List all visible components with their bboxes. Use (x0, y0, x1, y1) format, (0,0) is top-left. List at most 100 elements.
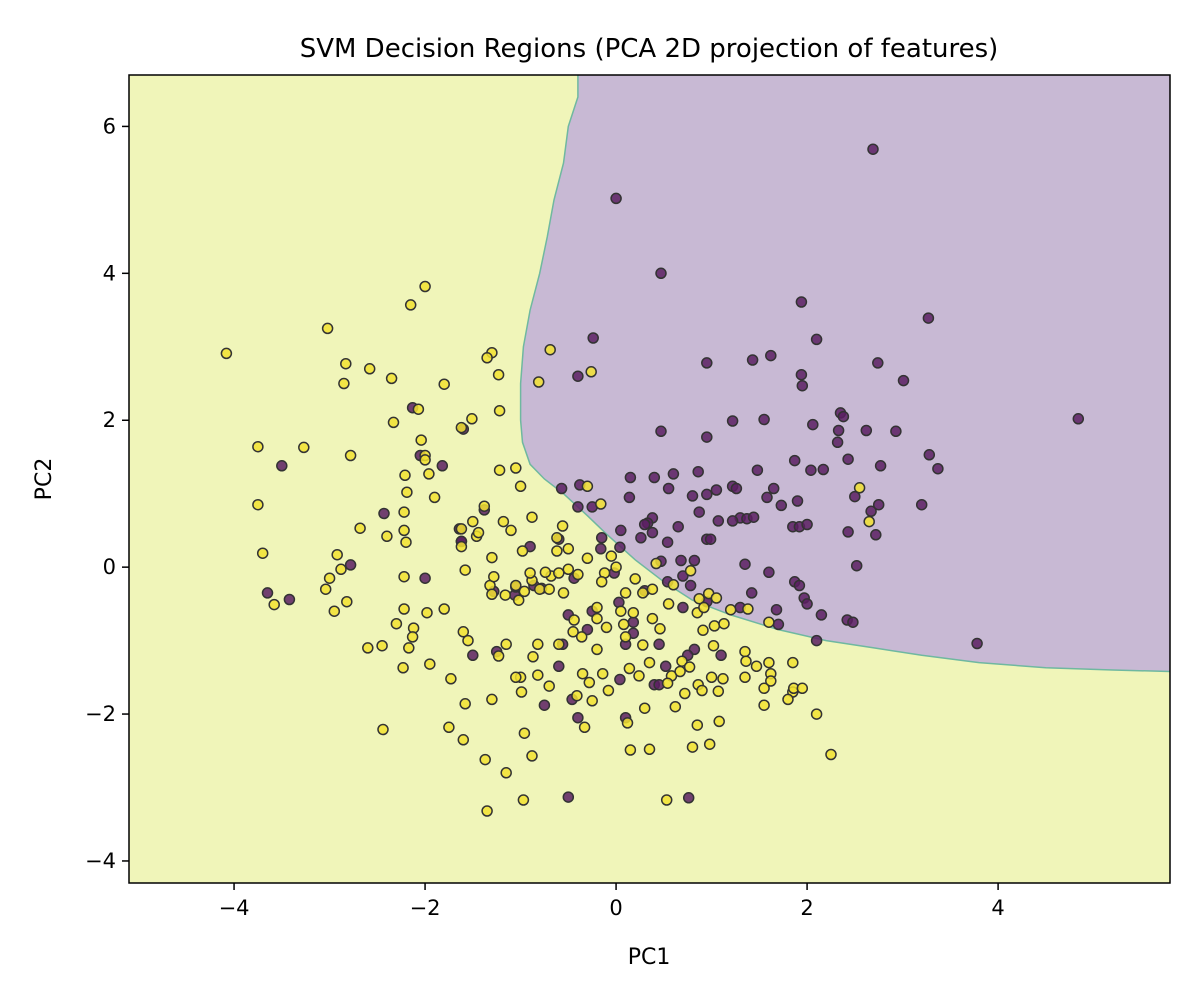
data-point-class1 (591, 643, 603, 656)
data-point-class1 (415, 434, 427, 446)
data-point-class0 (614, 673, 626, 686)
data-point-class1 (518, 727, 531, 739)
data-point-class0 (932, 462, 944, 475)
data-point-class1 (553, 567, 565, 579)
data-point-class0 (874, 460, 887, 472)
data-point-class0 (378, 507, 390, 520)
data-point-class1 (629, 573, 641, 585)
data-point-class1 (323, 572, 336, 584)
data-point-class0 (261, 587, 274, 599)
data-point-class1 (610, 561, 622, 573)
data-point-class1 (683, 661, 696, 673)
data-point-class0 (791, 495, 804, 507)
y-tick-label: 6 (103, 114, 116, 138)
data-point-class0 (817, 463, 830, 476)
y-tick-label: 4 (103, 261, 116, 285)
data-point-class1 (863, 515, 875, 528)
x-axis-ticks: −4 −2 0 2 4 (219, 883, 1005, 920)
data-point-class1 (438, 603, 450, 615)
data-point-class0 (587, 332, 599, 344)
data-point-class0 (837, 410, 850, 423)
data-point-class1 (707, 639, 720, 652)
data-point-class0 (615, 524, 627, 537)
data-point-class1 (505, 524, 517, 537)
data-point-class0 (765, 349, 777, 362)
data-point-class0 (796, 379, 809, 392)
data-point-class1 (381, 530, 393, 543)
data-point-class1 (739, 671, 751, 684)
data-point-class1 (419, 454, 431, 466)
data-point-class0 (675, 554, 687, 567)
data-point-class1 (638, 702, 651, 714)
data-point-class0 (761, 491, 773, 504)
data-point-class0 (758, 413, 770, 426)
data-point-class1 (377, 723, 389, 736)
data-point-class1 (646, 612, 659, 625)
data-point-class0 (865, 505, 877, 518)
data-point-class1 (499, 589, 512, 601)
data-point-class0 (677, 570, 689, 582)
data-point-class1 (220, 347, 233, 360)
data-point-class1 (575, 631, 588, 643)
data-point-class0 (553, 660, 565, 673)
x-axis-label: PC1 (628, 945, 671, 970)
data-point-class1 (703, 738, 716, 750)
chart-title: SVM Decision Regions (PCA 2D projection … (300, 34, 999, 64)
plot-area (129, 75, 1170, 883)
data-point-class0 (662, 482, 675, 495)
data-point-class1 (486, 693, 498, 706)
data-point-class1 (412, 403, 425, 415)
data-point-class1 (478, 500, 491, 512)
data-point-class0 (726, 515, 739, 527)
data-point-class1 (362, 642, 374, 654)
data-point-class1 (763, 656, 775, 669)
y-axis-label: PC2 (32, 458, 57, 501)
data-point-class1 (615, 605, 627, 617)
data-point-class1 (493, 404, 506, 417)
data-point-class1 (517, 794, 530, 806)
data-point-class1 (667, 579, 680, 591)
data-point-class0 (624, 471, 637, 484)
data-point-class1 (543, 680, 555, 692)
data-point-class1 (492, 368, 505, 381)
data-point-class1 (256, 547, 269, 559)
data-point-class1 (712, 685, 725, 698)
data-point-class0 (276, 460, 288, 472)
data-point-class1 (696, 684, 708, 697)
data-point-class1 (398, 603, 410, 615)
data-point-class0 (627, 616, 640, 628)
data-point-class0 (648, 471, 661, 484)
data-point-class1 (527, 651, 539, 663)
x-tick-label: −4 (219, 896, 250, 920)
y-tick-label: −2 (85, 702, 116, 726)
data-point-class0 (847, 616, 859, 628)
data-point-class1 (698, 601, 710, 614)
data-point-class1 (742, 603, 754, 615)
data-point-class1 (514, 480, 527, 493)
data-point-class0 (712, 515, 725, 527)
x-tick-label: 0 (609, 896, 622, 920)
data-point-class1 (497, 515, 510, 528)
data-point-class1 (516, 545, 529, 557)
data-point-class1 (661, 677, 674, 689)
data-point-class0 (751, 464, 764, 476)
data-point-class1 (576, 667, 589, 680)
data-point-class1 (662, 598, 675, 610)
data-point-class0 (795, 296, 808, 308)
data-point-class0 (538, 699, 551, 711)
data-point-class1 (493, 464, 506, 476)
data-point-class1 (457, 734, 470, 746)
data-point-class1 (543, 583, 555, 595)
data-point-class0 (810, 333, 823, 346)
data-point-class0 (867, 143, 879, 155)
data-point-class1 (455, 421, 468, 434)
data-point-class1 (500, 767, 512, 779)
data-point-class1 (710, 592, 723, 604)
y-tick-label: 0 (103, 555, 116, 579)
data-point-class1 (438, 378, 450, 390)
data-point-class0 (572, 711, 584, 724)
data-point-class0 (635, 532, 647, 544)
data-point-class1 (510, 579, 522, 592)
data-point-class1 (623, 662, 636, 675)
data-point-class1 (510, 462, 522, 474)
